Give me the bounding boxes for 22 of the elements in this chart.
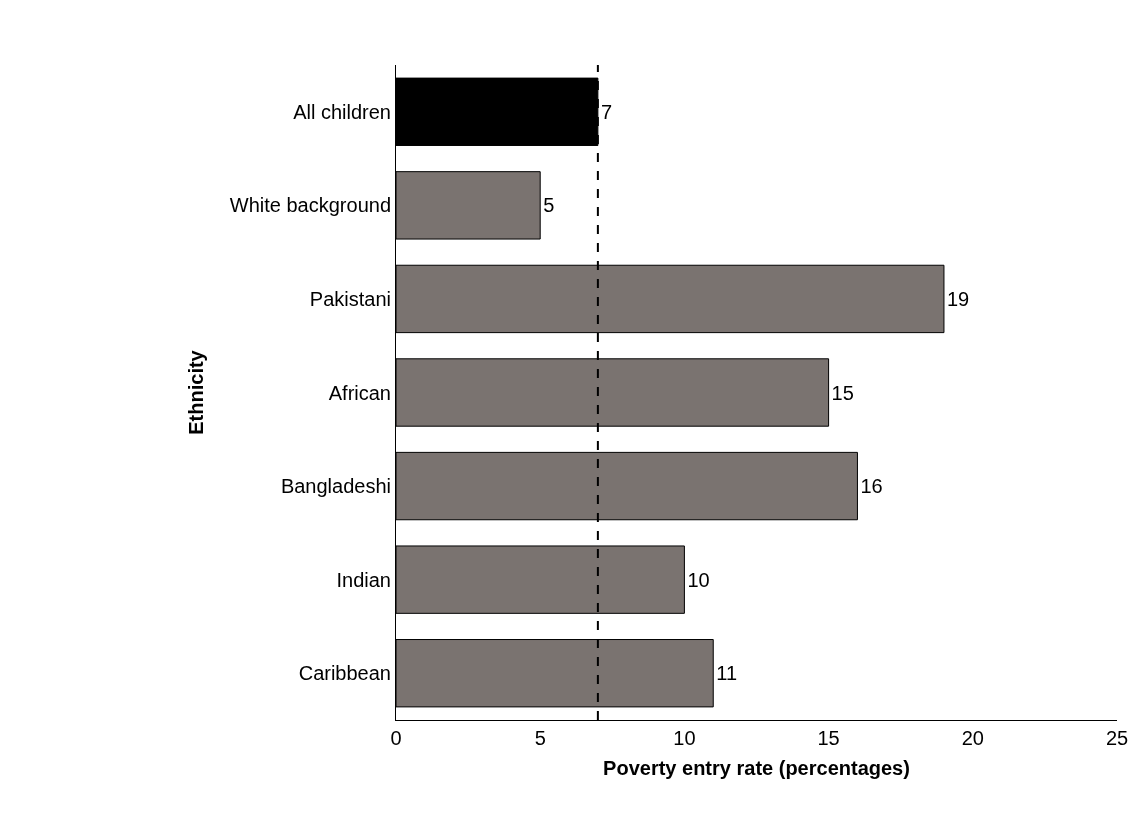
y-tick-label: Caribbean: [298, 662, 391, 685]
x-axis-title: Poverty entry rate (percentages): [603, 756, 910, 779]
x-tick-label: 0: [390, 727, 402, 749]
y-tick-label: White background: [229, 194, 391, 217]
y-tick-label: Pakistani: [309, 287, 391, 310]
data-label: 19: [946, 287, 970, 310]
y-tick-label: Indian: [336, 568, 391, 591]
data-label: 5: [543, 194, 555, 217]
x-tick-label: 10: [673, 727, 696, 749]
x-tick-label: 20: [961, 727, 984, 749]
x-tick-label: 5: [534, 727, 546, 749]
y-tick-label: African: [328, 381, 391, 404]
data-label: 10: [687, 568, 710, 591]
data-label: 15: [831, 381, 854, 404]
data-label: 11: [716, 662, 738, 685]
y-tick-label: All children: [293, 100, 391, 123]
x-tick-label: 15: [817, 727, 840, 749]
y-axis-title: Ethnicity: [185, 349, 208, 435]
data-label: 16: [860, 475, 883, 498]
x-tick-label: 25: [1105, 727, 1129, 749]
data-label: 7: [600, 100, 613, 123]
y-tick-label: Bangladeshi: [280, 475, 391, 498]
